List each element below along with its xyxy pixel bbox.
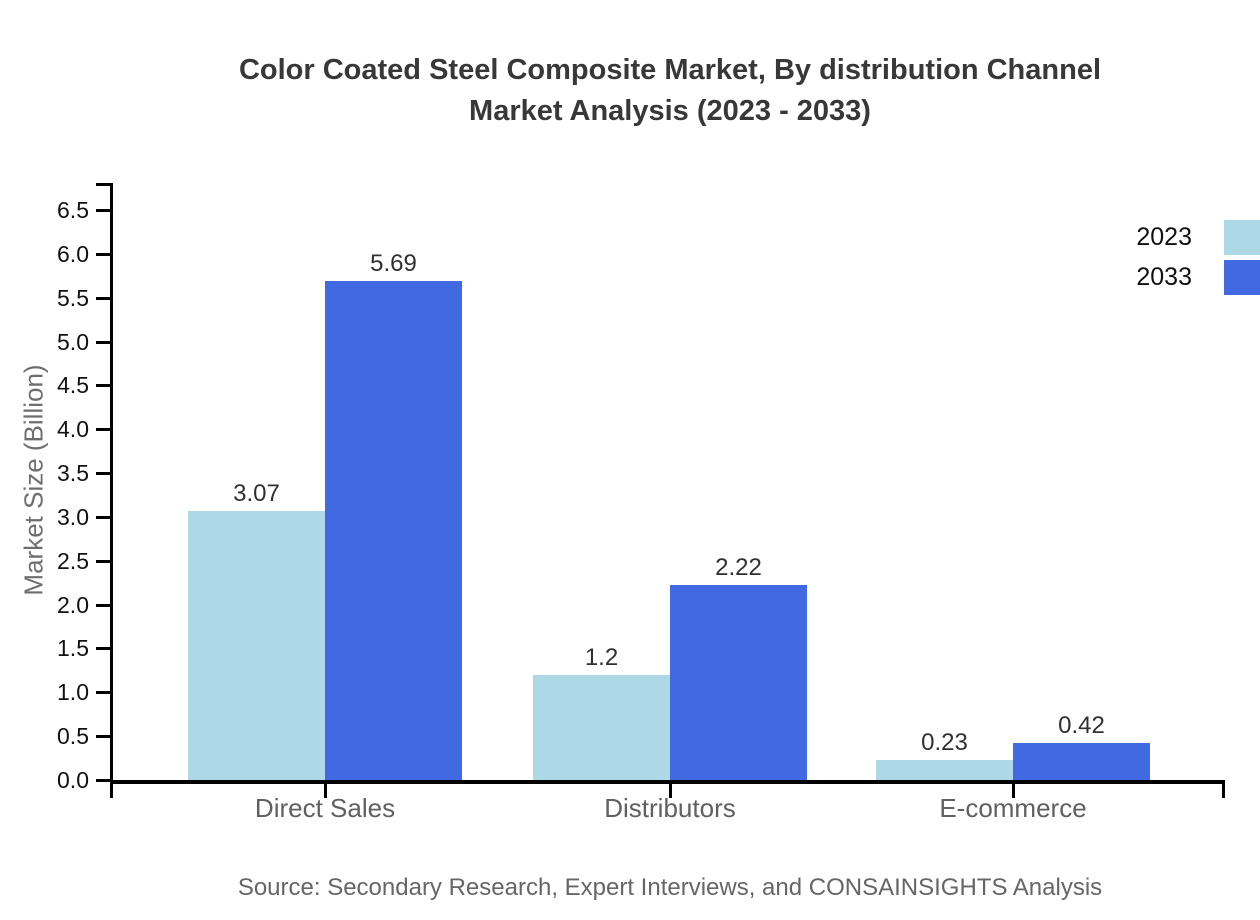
y-tick-mark [96,779,110,782]
y-axis-top-cap [96,183,113,186]
y-tick-label: 3.5 [57,460,89,487]
y-tick-mark [96,296,110,300]
bar-2023-direct-sales [188,511,325,780]
y-tick-mark [96,384,110,388]
y-tick-mark [96,340,110,344]
x-tick-mark [324,784,327,798]
y-tick-label: 6.0 [57,240,89,267]
bar-value-label-2023-distributors: 1.2 [584,644,619,671]
legend-label-2023: 2023 [1136,223,1192,251]
x-axis-end-tick [1222,780,1225,798]
y-tick-label: 3.0 [57,503,89,530]
legend-swatch-2023 [1224,220,1260,255]
y-tick-label: 5.0 [57,328,89,355]
y-tick-mark [96,252,110,256]
y-tick-label: 1.5 [57,635,89,662]
y-tick-label: 0.0 [57,767,89,793]
x-category-label-distributors: Distributors [604,793,736,823]
chart-title-line2: Market Analysis (2023 - 2033) [469,95,871,127]
bar-2033-e-commerce [1013,743,1150,780]
y-tick-label: 1.0 [57,679,89,706]
x-tick-mark [1012,784,1015,798]
bar-2023-distributors [533,675,670,780]
x-axis-line [110,780,1225,784]
bar-value-label-2033-e-commerce: 0.42 [1058,712,1105,739]
legend-swatch-2033 [1224,260,1260,295]
y-tick-mark [96,209,110,212]
bar-2033-distributors [670,585,807,780]
y-tick-mark [96,691,110,695]
y-tick-label: 5.5 [57,284,89,311]
y-tick-label: 0.5 [57,723,89,750]
bar-2023-e-commerce [876,760,1013,780]
y-tick-mark [96,515,110,519]
x-tick-mark [669,784,672,798]
x-category-label-direct-sales: Direct Sales [254,793,396,823]
source-caption: Source: Secondary Research, Expert Inter… [237,874,1103,901]
bar-value-label-2023-direct-sales: 3.07 [233,480,280,507]
bar-value-label-2023-e-commerce: 0.23 [921,729,968,756]
y-tick-label: 4.5 [57,372,89,399]
y-tick-mark [96,559,110,563]
x-category-label-e-commerce: E-commerce [939,793,1087,823]
y-tick-label: 2.5 [57,547,89,574]
bar-2033-direct-sales [325,281,462,780]
bar-value-label-2033-distributors: 2.22 [715,554,762,581]
bar-value-label-2033-direct-sales: 5.69 [370,250,417,277]
chart-title: Color Coated Steel Composite Market, By … [80,50,1260,132]
y-tick-mark [96,603,110,607]
y-tick-label: 4.0 [57,416,89,443]
legend-label-2033: 2033 [1136,263,1192,291]
chart-title-line1: Color Coated Steel Composite Market, By … [238,54,1102,86]
y-tick-label: 2.0 [57,591,89,618]
y-tick-mark [96,428,110,432]
y-tick-mark [96,735,110,739]
y-axis-line [110,183,113,798]
y-tick-mark [96,647,110,651]
y-tick-label: 6.5 [57,197,89,223]
y-tick-mark [96,472,110,476]
